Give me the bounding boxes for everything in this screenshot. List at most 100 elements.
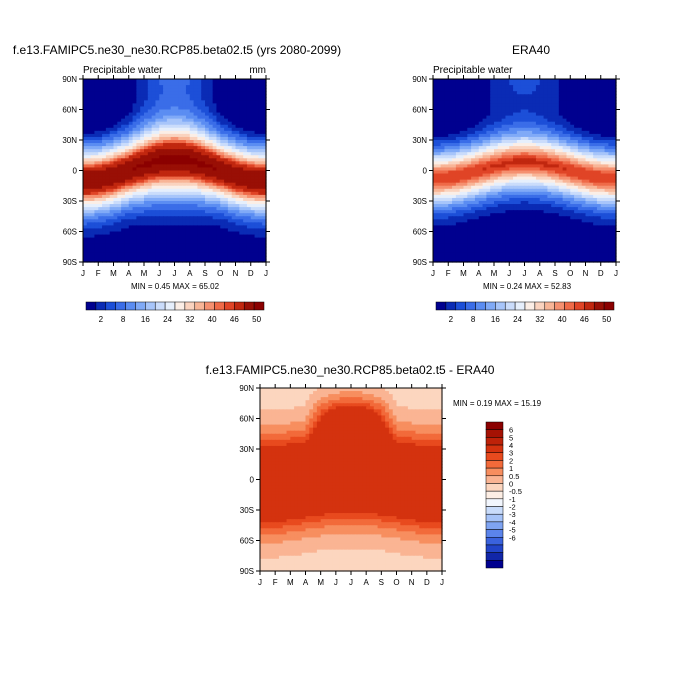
heatmap-cell [250,115,256,120]
heatmap-cell [113,173,118,178]
heatmap-cell [566,176,571,181]
heatmap-cell [136,112,141,117]
heatmap-cell [90,133,96,138]
heatmap-cell [102,176,107,181]
heatmap-cell [551,194,556,199]
heatmap-cell [497,167,503,172]
heatmap-cell [166,222,172,226]
heatmap-cell [185,94,191,98]
heatmap-cell [532,170,537,175]
heatmap-cell [239,164,244,169]
heatmap-cell [231,201,237,205]
heatmap-cell [86,185,92,190]
heatmap-cell [440,133,446,138]
heatmap-cell [524,188,529,193]
heatmap-cell [185,225,191,230]
heatmap-cell [608,103,613,108]
heatmap-cell [604,124,609,129]
heatmap-cell [98,207,103,211]
heatmap-cell [520,155,526,159]
heatmap-cell [243,240,248,245]
heatmap-cell [589,167,594,172]
heatmap-cell [585,182,590,187]
heatmap-cell [535,115,541,120]
heatmap-cell [250,194,256,199]
heatmap-cell [109,182,115,187]
heatmap-cell [478,204,484,208]
heatmap-cell [581,100,587,104]
heatmap-cell [147,106,153,111]
heatmap-cell [539,79,545,83]
heatmap-cell [231,173,237,178]
heatmap-cell [144,85,149,89]
heatmap-cell [497,106,503,111]
heatmap-cell [140,121,145,126]
heatmap-cell [159,161,164,165]
heatmap-cell [144,222,149,226]
heatmap-cell [254,149,259,153]
heatmap-cell [250,173,256,178]
heatmap-cell [258,243,263,248]
heatmap-cell [258,222,263,226]
heatmap-cell [128,207,134,211]
heatmap-cell [604,152,609,156]
heatmap-cell [516,191,522,196]
heatmap-cell [600,140,606,144]
heatmap-cell [193,222,198,226]
heatmap-cell [178,164,183,169]
heatmap-cell [124,231,130,236]
heatmap-cell [128,109,134,114]
heatmap-cell [243,100,248,104]
heatmap-cell [250,136,256,141]
heatmap-cell [589,88,594,92]
heatmap-cell [516,182,522,187]
heatmap-cell [474,136,480,141]
heatmap-cell [455,179,461,184]
heatmap-cell [124,82,130,86]
heatmap-cell [193,94,198,98]
heatmap-cell [516,130,522,135]
heatmap-cell [486,109,491,114]
heatmap-cell [497,136,503,141]
heatmap-cell [94,106,99,111]
heatmap-cell [178,225,183,230]
heatmap-cell [201,133,206,138]
heatmap-cell [532,185,537,190]
heatmap-cell [163,197,168,202]
heatmap-cell [113,133,118,138]
heatmap-cell [105,231,111,236]
heatmap-cell [197,97,202,101]
heatmap-cell [147,179,153,184]
heatmap-cell [459,118,465,123]
heatmap-cell [86,167,92,172]
heatmap-cell [258,207,263,211]
heatmap-cell [585,176,590,181]
heatmap-cell [113,109,118,114]
heatmap-cell [174,164,179,169]
heatmap-cell [155,167,160,172]
heatmap-cell [555,161,560,165]
heatmap-cell [227,88,233,92]
heatmap-cell [224,136,229,141]
heatmap-cell [227,106,233,111]
heatmap-cell [239,121,244,126]
heatmap-cell [212,94,218,98]
heatmap-cell [94,243,99,248]
heatmap-cell [608,121,613,126]
heatmap-cell [243,161,248,165]
heatmap-cell [528,182,533,187]
heatmap-cell [166,219,172,223]
heatmap-cell [117,201,122,205]
heatmap-cell [467,118,472,123]
heatmap-cell [128,237,134,242]
heatmap-cell [547,204,552,208]
heatmap-cell [208,115,214,120]
heatmap-cell [102,191,107,196]
heatmap-cell [132,136,137,141]
heatmap-cell [551,106,556,111]
heatmap-cell [205,127,210,132]
heatmap-cell [151,185,157,190]
heatmap-cell [163,210,168,214]
heatmap-cell [243,194,248,199]
heatmap-cell [201,188,206,193]
